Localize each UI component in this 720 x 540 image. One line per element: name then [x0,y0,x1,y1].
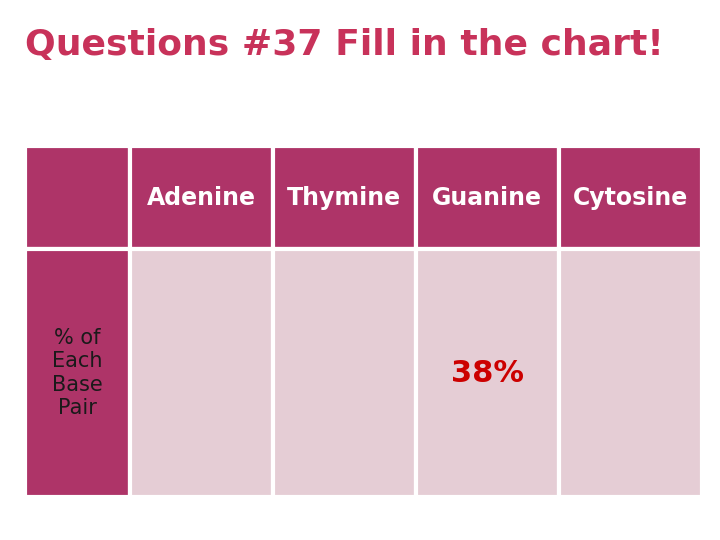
Bar [130,249,273,497]
Text: Guanine: Guanine [432,186,542,210]
Bar [559,146,702,249]
Bar [273,146,415,249]
Text: Adenine: Adenine [147,186,256,210]
Bar [559,249,702,497]
Text: Cytosine: Cytosine [572,186,688,210]
Text: Thymine: Thymine [287,186,401,210]
Bar [415,249,559,497]
Bar [25,146,130,249]
Bar [25,249,130,497]
Bar [415,146,559,249]
Text: % of
Each
Base
Pair: % of Each Base Pair [53,328,103,418]
Text: Questions #37 Fill in the chart!: Questions #37 Fill in the chart! [25,28,664,62]
Bar [273,249,415,497]
Bar [130,146,273,249]
Text: 38%: 38% [451,359,523,388]
